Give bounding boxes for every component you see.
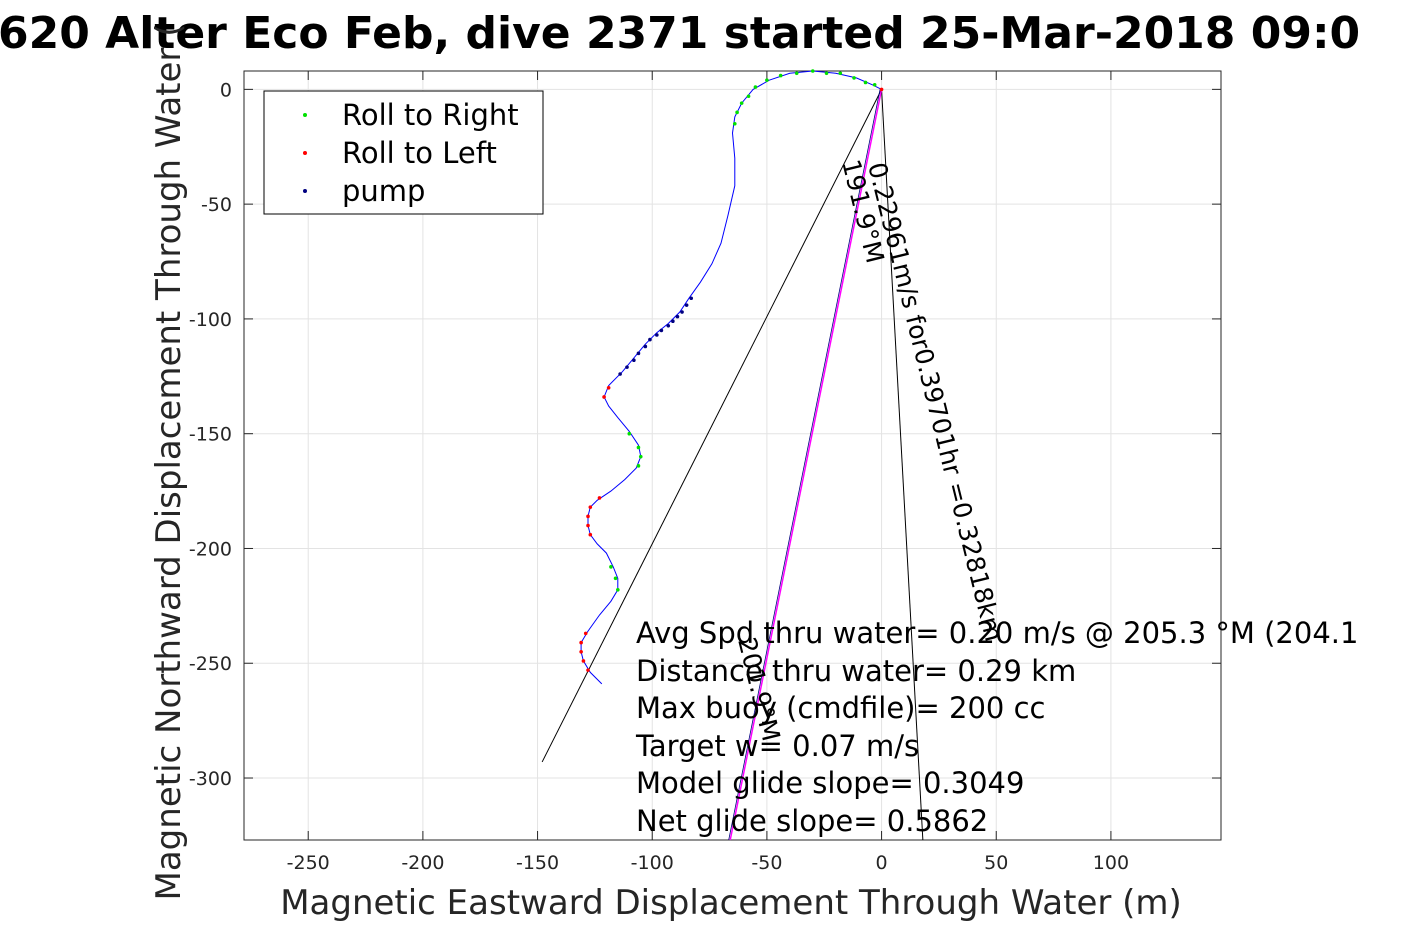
roll-right-point (863, 80, 868, 85)
legend-label-pump: pump (342, 174, 425, 208)
roll-right-point (609, 565, 613, 569)
roll-right-point (613, 576, 618, 581)
pump-point (671, 319, 675, 324)
roll-left-point (579, 640, 583, 645)
y-tick-label: -200 (189, 538, 232, 560)
y-tick-label: -100 (189, 309, 232, 331)
x-tick-label: 0 (876, 852, 888, 874)
pump-point (632, 358, 636, 363)
model-line-heading-label-2: 201.9°M (732, 634, 786, 744)
x-tick-label: -200 (401, 852, 444, 874)
roll-right-point (872, 82, 877, 87)
legend-label-roll-left: Roll to Left (342, 136, 497, 170)
info-distance: Distance thru water= 0.29 km (636, 654, 1076, 688)
roll-right-point (739, 101, 744, 105)
dive-summary: Avg Spd thru water= 0.20 m/s @ 205.3 °M … (635, 616, 1358, 838)
pump-point (666, 324, 671, 328)
roll-left-point (586, 523, 590, 528)
legend-marker-roll-left (303, 151, 307, 155)
roll-left-point (606, 385, 611, 390)
marker-series (579, 69, 884, 672)
roll-right-point (735, 110, 739, 115)
roll-left-point (602, 395, 606, 399)
roll-left-point (586, 514, 590, 519)
x-tick-label: -150 (516, 852, 559, 874)
reference-lines (541, 89, 924, 841)
pump-point (689, 296, 694, 301)
roll-left-point (579, 649, 583, 654)
pump-point (636, 351, 641, 356)
y-tick-label: -300 (189, 768, 232, 790)
roll-left-point (581, 659, 586, 663)
model-line-shadow (728, 89, 881, 841)
y-axis-label: Magnetic Northward Displacement Through … (149, 24, 189, 901)
legend-marker-roll-right (303, 113, 307, 117)
legend: Roll to Right Roll to Left pump (263, 90, 544, 215)
pump-point (643, 344, 648, 349)
track-series (580, 70, 882, 685)
roll-right-point (627, 431, 632, 436)
roll-right-point (810, 69, 815, 73)
plot-area (243, 70, 1222, 841)
model-line-speed-label: 0.22961m/s for0.39701hr =0.32818km (862, 159, 1008, 644)
roll-right-point (753, 85, 758, 89)
pump-point (659, 328, 664, 333)
roll-right-point (838, 71, 843, 76)
x-tick-label: -50 (751, 852, 782, 874)
x-tick-label: -250 (287, 852, 330, 874)
y-tick-label: -50 (201, 194, 232, 216)
pump-point (625, 365, 629, 369)
legend-label-roll-right: Roll to Right (342, 98, 519, 132)
roll-left-point (879, 87, 884, 92)
x-tick-label: 50 (984, 852, 1008, 874)
reference-line (541, 89, 883, 763)
roll-left-point (588, 505, 593, 509)
roll-left-point (597, 496, 602, 500)
roll-right-point (824, 71, 829, 76)
roll-right-point (638, 454, 643, 459)
y-tick-label: -250 (189, 653, 232, 675)
roll-left-point (583, 631, 588, 636)
legend-marker-pump (303, 189, 307, 193)
pump-point (655, 333, 659, 337)
grid-lines (244, 71, 1221, 840)
axis-ticks: -250 -200 -150 -100 -50 0 50 100 0 -50 -100 -150 -20… (189, 71, 1221, 874)
x-tick-label: -100 (631, 852, 674, 874)
roll-right-point (732, 121, 737, 126)
pump-point (675, 314, 680, 319)
x-tick-label: 100 (1093, 852, 1129, 874)
roll-right-point (765, 78, 769, 82)
roll-right-point (794, 71, 799, 76)
roll-right-point (778, 73, 783, 78)
roll-right-point (616, 587, 620, 592)
roll-left-point (588, 532, 593, 537)
pump-point (680, 310, 684, 314)
info-target-w: Target w= 0.07 m/s (635, 729, 919, 763)
roll-right-point (852, 76, 856, 80)
legend-box (263, 90, 544, 215)
pump-point (618, 372, 622, 376)
y-tick-label: -150 (189, 424, 232, 446)
track-line (580, 70, 882, 685)
chart-title: 620 Alter Eco Feb, dive 2371 started 25-… (0, 8, 1360, 59)
info-model-glide-slope: Model glide slope= 0.3049 (636, 766, 1024, 800)
info-max-buoy: Max buoy (cmdfile)= 200 cc (636, 691, 1045, 725)
pump-point (648, 337, 652, 342)
reference-line (881, 89, 924, 841)
info-net-glide-slope: Net glide slope= 0.5862 (636, 804, 988, 838)
y-tick-label: 0 (220, 79, 232, 101)
pump-point (684, 303, 689, 307)
info-avg-speed: Avg Spd thru water= 0.20 m/s @ 205.3 °M … (636, 616, 1358, 650)
roll-right-point (636, 445, 641, 450)
roll-left-point (586, 668, 590, 672)
x-axis-label: Magnetic Eastward Displacement Through W… (280, 883, 1182, 923)
roll-right-point (636, 464, 641, 468)
roll-right-point (746, 94, 751, 99)
model-line (729, 89, 883, 841)
